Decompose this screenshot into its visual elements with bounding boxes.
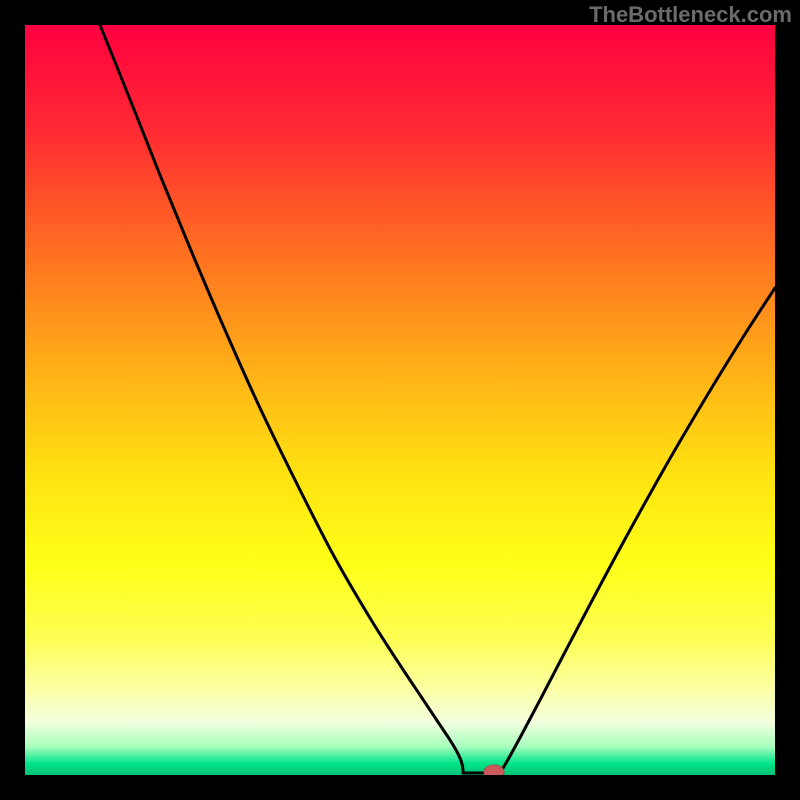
watermark-text: TheBottleneck.com — [589, 2, 792, 28]
bottleneck-curve-chart — [0, 0, 800, 800]
chart-container: TheBottleneck.com — [0, 0, 800, 800]
